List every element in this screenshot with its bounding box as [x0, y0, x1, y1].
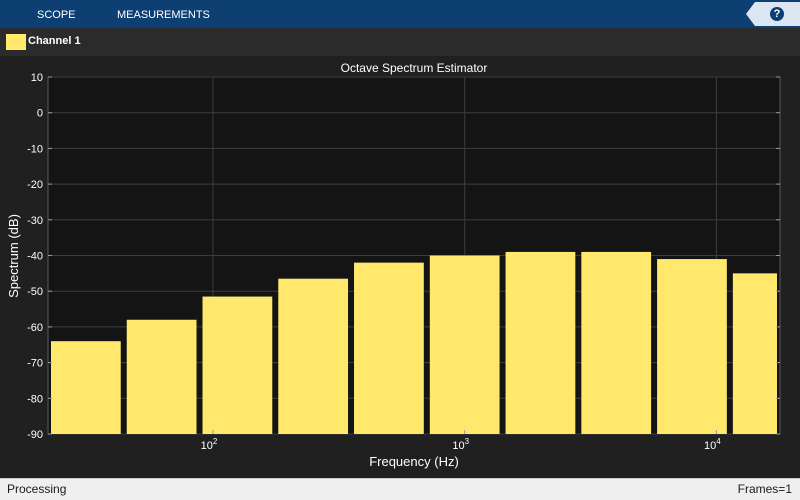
y-tick-label: -90 — [27, 429, 43, 441]
x-axis-label: Frequency (Hz) — [369, 454, 459, 469]
y-tick-label: -30 — [27, 215, 43, 227]
tab-measurements[interactable]: MEASUREMENTS — [117, 9, 210, 21]
bar — [732, 273, 777, 434]
question-mark-icon[interactable]: ? — [770, 7, 784, 21]
y-tick-label: -40 — [27, 251, 43, 263]
y-tick-label: -70 — [27, 358, 43, 370]
y-tick-label: -10 — [27, 143, 43, 155]
x-tick-label: 103 — [452, 437, 469, 452]
x-axis: 102 103 104 — [201, 430, 721, 452]
x-tick-label: 104 — [704, 437, 721, 452]
legend-label-channel-1: Channel 1 — [28, 35, 81, 47]
y-tick-label: 0 — [37, 108, 43, 120]
y-axis-label: Spectrum (dB) — [6, 214, 21, 298]
tab-scope[interactable]: SCOPE — [37, 9, 76, 21]
bar — [581, 251, 652, 434]
legend-bar: Channel 1 — [0, 28, 800, 56]
status-frames: Frames=1 — [737, 482, 792, 496]
x-tick-label: 102 — [201, 437, 218, 452]
status-bar: Processing Frames=1 — [0, 478, 800, 500]
status-processing: Processing — [7, 482, 67, 496]
chart-title: Octave Spectrum Estimator — [341, 61, 488, 75]
bar — [202, 296, 273, 434]
spectrum-plot: Octave Spectrum Estimator 10 0 -10 -20 -30 -4… — [6, 61, 781, 469]
bar — [126, 319, 197, 434]
bar — [354, 262, 424, 434]
y-tick-label: 10 — [31, 72, 43, 84]
bar — [51, 341, 121, 434]
bar — [278, 278, 349, 434]
bar — [657, 259, 727, 434]
y-tick-label: -50 — [27, 286, 43, 298]
help-button[interactable]: ? — [746, 2, 800, 26]
bar — [429, 255, 500, 434]
y-tick-label: -80 — [27, 393, 43, 405]
bars — [51, 251, 777, 434]
y-axis: 10 0 -10 -20 -30 -40 -50 -60 -70 -80 -90 — [27, 72, 780, 441]
legend-swatch — [6, 34, 26, 50]
y-tick-label: -60 — [27, 322, 43, 334]
y-tick-label: -20 — [27, 179, 43, 191]
bar — [505, 251, 576, 434]
toolstrip: SCOPE MEASUREMENTS ? — [0, 0, 800, 28]
